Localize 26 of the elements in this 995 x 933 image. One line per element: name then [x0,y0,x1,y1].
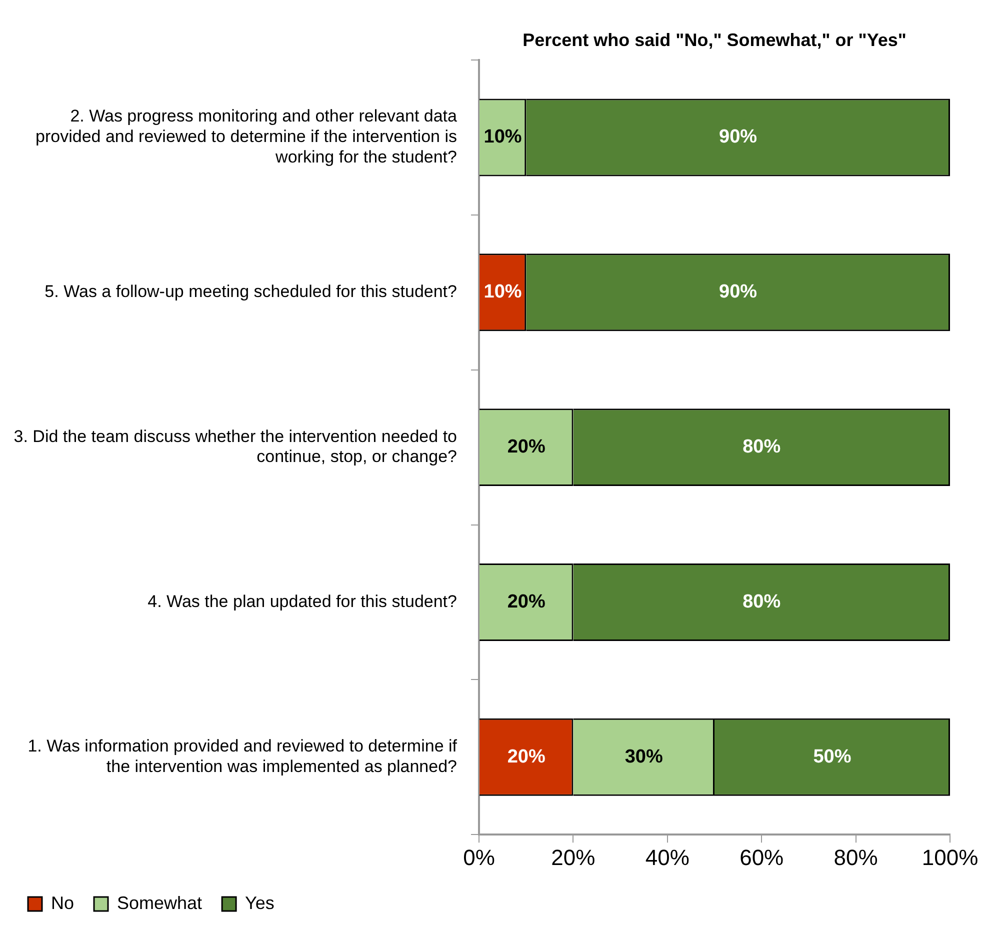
data-label: 50% [813,746,852,768]
x-tick-label: 80% [834,844,878,870]
data-label: 10% [484,282,522,303]
legend-label: No [51,892,74,913]
legend-label: Yes [245,892,274,913]
y-tick-label: 5. Was a follow-up meeting scheduled for this student? [44,282,457,302]
x-tick-label: 20% [551,844,596,870]
data-label: 80% [742,436,781,458]
y-tick-label: 3. Did the team discuss whether the intervention needed to continue, stop, or change? [14,426,457,466]
data-label: 30% [624,746,663,768]
x-tick-label: 60% [740,844,784,870]
data-label: 20% [507,436,546,458]
chart-title: Percent who said "No," Somewhat," or "Yes" [522,30,906,50]
data-label: 20% [507,591,546,612]
y-tick-label: 2. Was progress monitoring and other relevant data provided and reviewed to determine if the intervention is working for the student? [36,106,458,167]
data-label: 20% [507,746,546,768]
x-tick-label: 100% [922,844,978,870]
x-tick-label: 0% [463,844,495,870]
data-label: 90% [719,126,758,148]
x-tick-label: 40% [645,844,690,870]
data-label: 80% [742,591,781,612]
legend-label: Somewhat [117,892,202,913]
data-label: 90% [719,282,758,303]
y-tick-label: 1. Was information provided and reviewed to determine if the intervention was implemented as planned? [28,736,458,776]
y-tick-label: 4. Was the plan updated for this student? [148,592,457,611]
data-label: 10% [484,126,522,148]
